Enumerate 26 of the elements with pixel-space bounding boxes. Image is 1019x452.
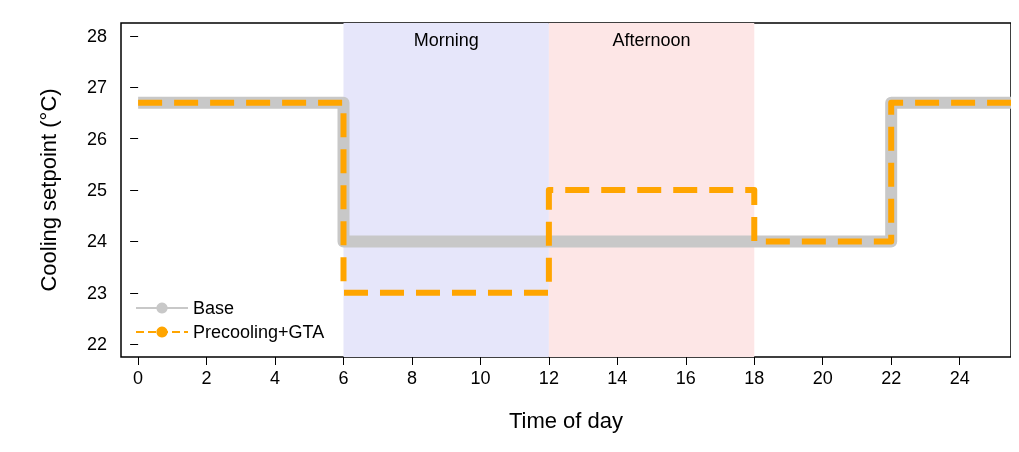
legend-label: Precooling+GTA [193,322,325,342]
y-tick-label: 27 [86,77,107,98]
y-axis-title: Cooling setpoint (°C) [35,88,61,292]
x-tick-label: 0 [133,368,144,388]
x-axis-title: Time of day [508,407,624,433]
x-tick-label: 16 [675,368,696,388]
y-tick-label: 26 [86,128,107,149]
x-tick-label: 14 [607,368,628,388]
x-tick-label: 18 [744,368,765,388]
x-tick-label: 12 [538,368,559,388]
y-tick-label: 22 [86,334,107,355]
y-tick-label: 28 [86,25,107,46]
band-label: Morning [413,30,479,50]
x-tick-label: 10 [470,368,491,388]
x-tick-label: 20 [812,368,833,388]
y-tick-label: 24 [86,231,107,252]
x-tick-label: 8 [406,368,417,388]
y-tick-label: 23 [86,282,107,303]
x-tick-label: 2 [201,368,212,388]
x-tick-label: 24 [949,368,970,388]
x-tick-label: 4 [270,368,281,388]
band-label: Afternoon [612,30,691,50]
legend-label: Base [193,298,235,318]
y-tick-label: 25 [86,180,107,200]
x-tick-label: 22 [881,368,902,388]
x-tick-label: 6 [338,368,349,388]
